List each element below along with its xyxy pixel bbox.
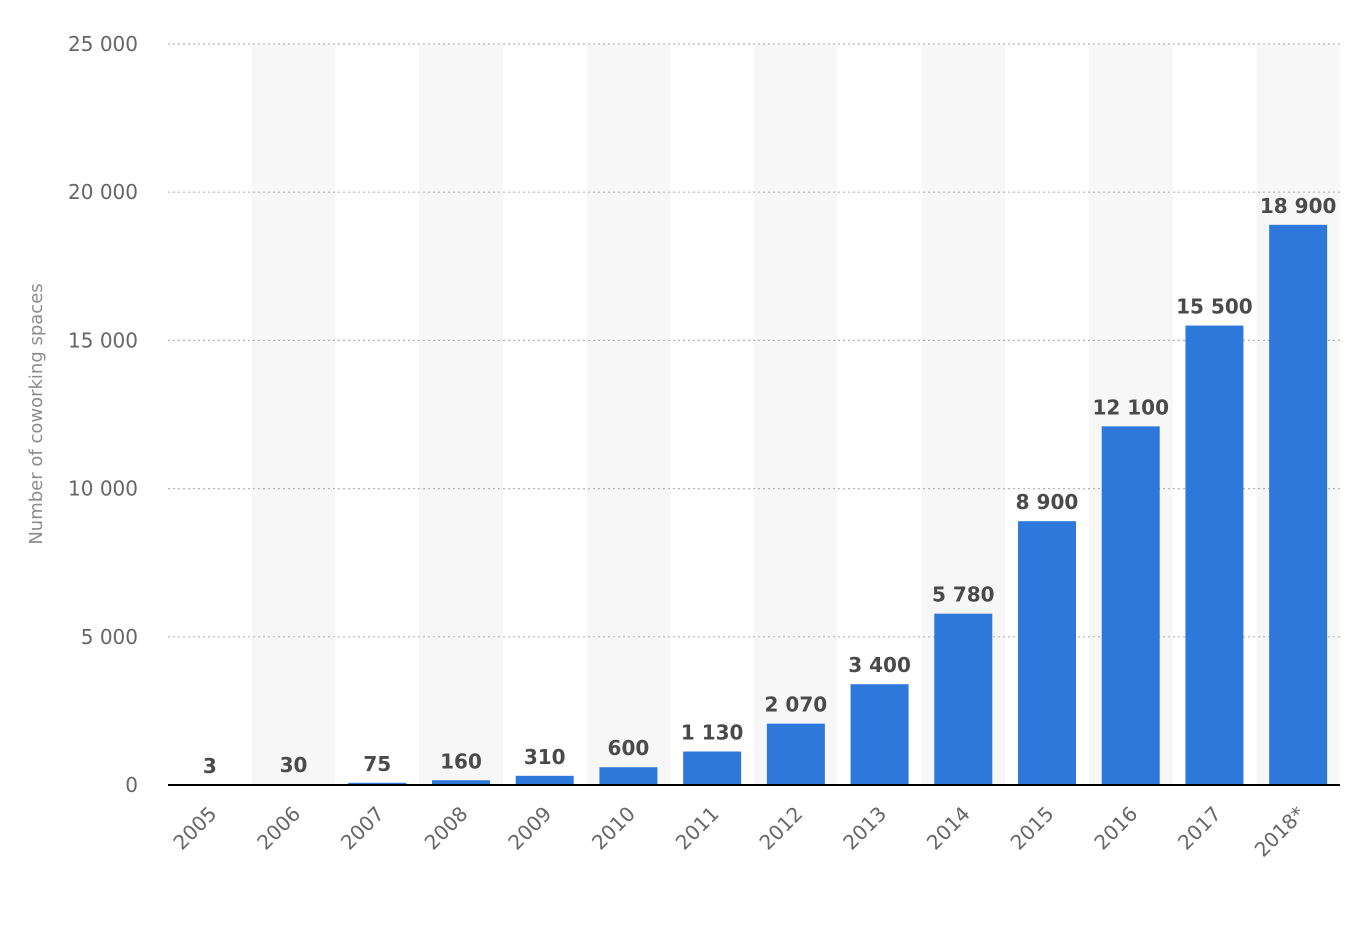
bar	[1185, 325, 1244, 785]
bar	[1018, 521, 1076, 785]
x-tick-label: 2017	[1173, 802, 1226, 855]
bar	[683, 751, 742, 785]
data-label: 310	[524, 745, 566, 769]
y-tick-label: 20 000	[68, 180, 138, 204]
data-label: 2 070	[765, 693, 828, 717]
bars	[180, 224, 1328, 785]
data-label: 1 130	[681, 721, 744, 745]
data-label: 5 780	[932, 583, 995, 607]
bar	[1269, 224, 1328, 785]
bar	[432, 780, 490, 785]
data-label: 30	[280, 753, 308, 777]
bar	[348, 782, 407, 785]
bar	[766, 723, 825, 785]
y-tick-label: 10 000	[68, 477, 138, 501]
x-tick-label: 2006	[252, 802, 305, 855]
data-label: 3 400	[848, 653, 911, 677]
y-axis-title: Number of coworking spaces	[26, 283, 47, 544]
bar	[934, 613, 993, 785]
background-bands	[251, 44, 1340, 785]
data-labels: 3 30 75 160 310 600 1 130 2 070 3 400 5 780 8 900 1…	[203, 194, 1337, 778]
data-label: 160	[440, 749, 482, 773]
bar	[515, 775, 574, 785]
background-band	[586, 44, 671, 785]
x-axis: 2005 2006 2007 2008 2009 2010 2011 2012 2013 2014…	[168, 784, 1340, 862]
y-tick-label: 0	[125, 773, 138, 797]
x-tick-label: 2009	[503, 802, 556, 855]
data-label: 75	[363, 752, 391, 776]
background-band	[754, 44, 838, 785]
data-label: 18 900	[1260, 194, 1337, 218]
data-label: 3	[203, 754, 217, 778]
x-tick-label: 2018*	[1250, 802, 1310, 862]
x-tick-label: 2016	[1089, 802, 1142, 855]
bar	[1101, 426, 1160, 785]
bar	[850, 684, 909, 785]
y-tick-label: 15 000	[68, 328, 138, 352]
data-label: 600	[608, 736, 650, 760]
background-band	[251, 44, 336, 785]
x-tick-label: 2010	[587, 802, 640, 855]
bar	[599, 767, 658, 785]
x-tick-label: 2011	[671, 802, 724, 855]
y-axis: 0 5 000 10 000 15 000 20 000 25 000	[68, 32, 138, 797]
data-label: 12 100	[1092, 395, 1169, 419]
x-tick-label: 2015	[1006, 802, 1059, 855]
x-tick-label: 2013	[838, 802, 891, 855]
data-label: 8 900	[1016, 490, 1079, 514]
x-tick-label: 2007	[336, 802, 389, 855]
data-label: 15 500	[1176, 295, 1253, 319]
y-tick-label: 25 000	[68, 32, 138, 56]
background-band	[419, 44, 503, 785]
x-tick-label: 2008	[420, 802, 473, 855]
x-tick-label: 2005	[168, 802, 221, 855]
x-tick-label: 2014	[922, 802, 975, 855]
y-tick-label: 5 000	[81, 625, 138, 649]
x-tick-label: 2012	[754, 802, 807, 855]
